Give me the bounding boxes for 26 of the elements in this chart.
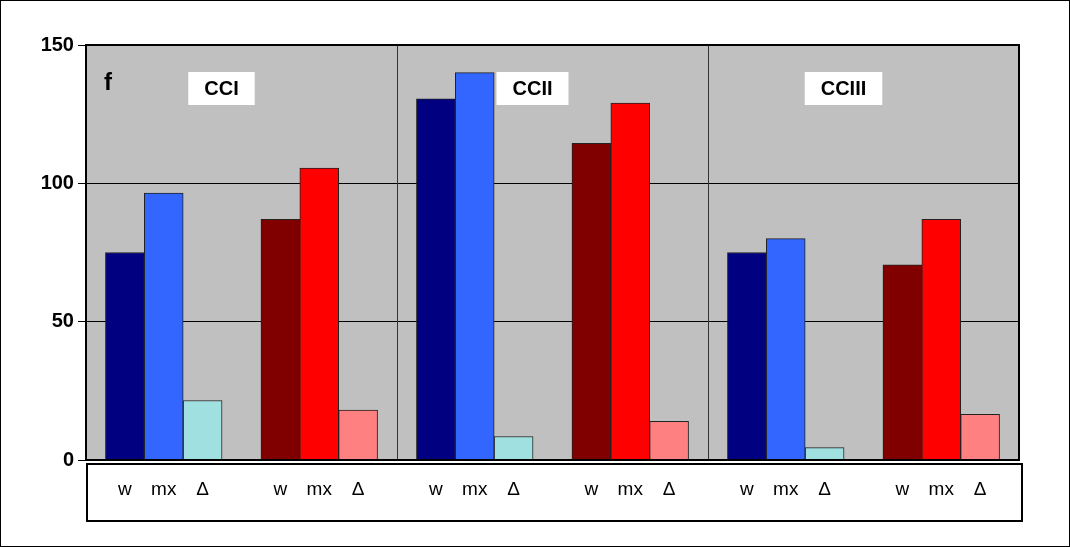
x-tick-label: Δ bbox=[196, 477, 210, 499]
x-tick-label: mx bbox=[773, 477, 799, 499]
annotation: CCI bbox=[204, 76, 239, 99]
x-tick-label: w bbox=[894, 477, 910, 499]
x-tick-label: Δ bbox=[662, 477, 676, 499]
x-tick-label: w bbox=[272, 477, 288, 499]
y-tick-label: 0 bbox=[62, 447, 74, 470]
annotation: CCII bbox=[512, 76, 553, 99]
x-tick-label: mx bbox=[151, 477, 177, 499]
x-tick-label: Δ bbox=[507, 477, 521, 499]
y-tick-label: 150 bbox=[40, 32, 74, 55]
x-tick-label: mx bbox=[462, 477, 488, 499]
x-tick-label: mx bbox=[928, 477, 955, 499]
annotation: CCIII bbox=[820, 76, 867, 99]
x-tick-label: w bbox=[428, 477, 444, 499]
x-tick-label: mx bbox=[306, 477, 333, 499]
x-tick-label: w bbox=[117, 477, 133, 499]
x-tick-label: Δ bbox=[973, 477, 987, 499]
x-tick-label: Δ bbox=[818, 477, 832, 499]
y-tick-label: 50 bbox=[51, 309, 74, 332]
y-tick-label: 100 bbox=[40, 170, 74, 193]
x-tick-label: w bbox=[583, 477, 599, 499]
annotation: f bbox=[104, 67, 113, 95]
x-tick-label: w bbox=[739, 477, 755, 499]
x-tick-label: Δ bbox=[351, 477, 365, 499]
x-tick-label: mx bbox=[617, 477, 644, 499]
